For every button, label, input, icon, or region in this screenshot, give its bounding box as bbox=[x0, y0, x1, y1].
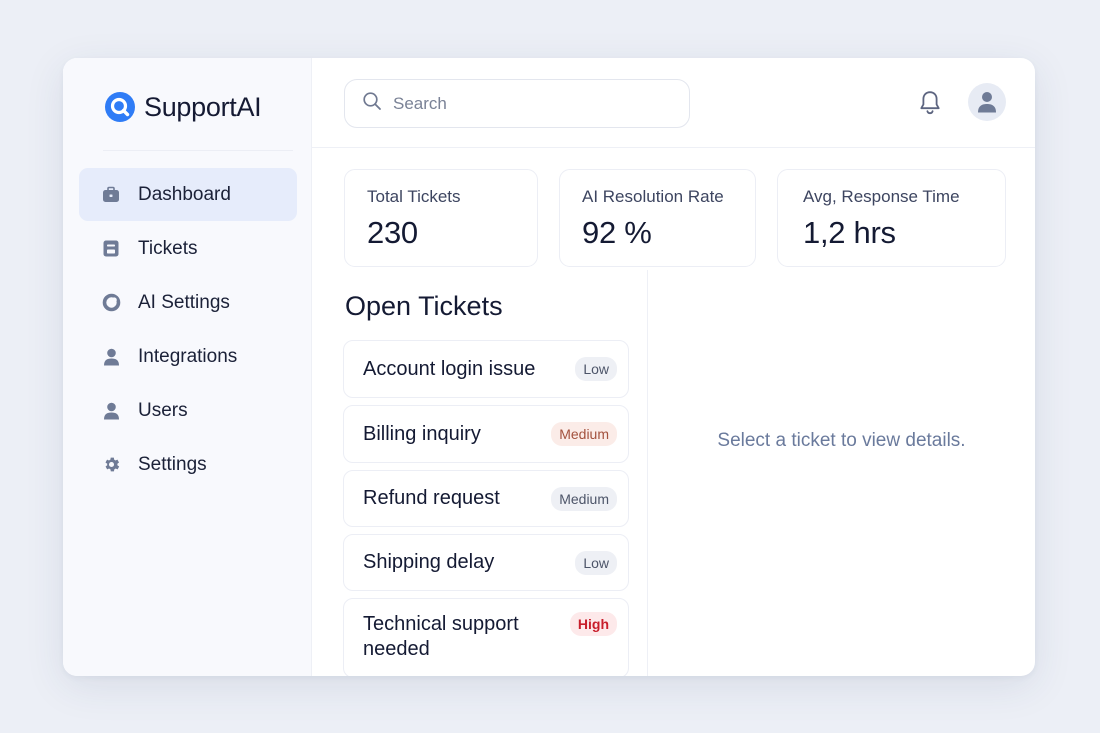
stat-label: Total Tickets bbox=[367, 187, 461, 206]
sidebar-item-users[interactable]: Users bbox=[79, 384, 297, 437]
user-avatar-icon[interactable] bbox=[968, 83, 1006, 121]
sidebar-item-label: Integrations bbox=[138, 345, 238, 367]
priority-badge: Medium bbox=[551, 486, 617, 511]
sidebar-item-label: AI Settings bbox=[138, 291, 230, 313]
person-icon bbox=[101, 347, 121, 367]
supportai-logo-icon bbox=[105, 92, 135, 122]
ticket-detail-empty-state: Select a ticket to view details. bbox=[717, 430, 966, 451]
stat-value: 92 % bbox=[582, 215, 652, 250]
top-header bbox=[312, 58, 1035, 148]
sidebar: SupportAI Dashboard Tickets AI Setting bbox=[63, 58, 312, 676]
briefcase-icon bbox=[101, 185, 121, 205]
ticket-icon bbox=[101, 239, 121, 259]
gear-icon bbox=[101, 455, 121, 475]
stat-card-avg-response-time: Avg, Response Time 1,2 hrs bbox=[777, 169, 1006, 267]
ticket-title: Account login issue bbox=[363, 357, 536, 380]
stat-value: 1,2 hrs bbox=[803, 215, 896, 250]
ticket-title: Technical support needed bbox=[363, 613, 519, 660]
ticket-item-shipping-delay[interactable]: Shipping delay Low bbox=[343, 534, 629, 591]
priority-badge: High bbox=[569, 612, 617, 636]
sidebar-item-ai-settings[interactable]: AI Settings bbox=[79, 276, 297, 329]
bell-icon[interactable] bbox=[918, 90, 942, 116]
search-box[interactable] bbox=[344, 79, 690, 128]
stat-card-ai-resolution-rate: AI Resolution Rate 92 % bbox=[559, 169, 756, 267]
ticket-item-account-login[interactable]: Account login issue Low bbox=[343, 340, 629, 398]
sidebar-item-label: Tickets bbox=[138, 237, 198, 259]
ai-ring-icon bbox=[101, 293, 121, 313]
ticket-item-technical-support[interactable]: Technical support needed High bbox=[343, 598, 629, 676]
person-icon bbox=[101, 401, 121, 421]
sidebar-item-label: Users bbox=[138, 399, 188, 421]
sidebar-item-label: Settings bbox=[138, 453, 207, 475]
ticket-item-refund-request[interactable]: Refund request Medium bbox=[343, 470, 629, 527]
detail-divider bbox=[647, 270, 648, 676]
search-input[interactable] bbox=[393, 93, 663, 114]
app-window: SupportAI Dashboard Tickets AI Setting bbox=[63, 58, 1035, 676]
ticket-title: Refund request bbox=[363, 487, 500, 509]
sidebar-item-settings[interactable]: Settings bbox=[79, 438, 297, 491]
search-icon bbox=[362, 91, 382, 116]
stat-card-total-tickets: Total Tickets 230 bbox=[344, 169, 538, 267]
sidebar-item-tickets[interactable]: Tickets bbox=[79, 222, 297, 275]
stat-label: AI Resolution Rate bbox=[582, 187, 724, 206]
ticket-title: Billing inquiry bbox=[363, 422, 481, 445]
ticket-title: Shipping delay bbox=[363, 551, 495, 573]
stat-label: Avg, Response Time bbox=[803, 187, 960, 206]
sidebar-item-label: Dashboard bbox=[138, 183, 231, 205]
sidebar-item-integrations[interactable]: Integrations bbox=[79, 330, 297, 383]
sidebar-item-dashboard[interactable]: Dashboard bbox=[79, 168, 297, 221]
priority-badge: Low bbox=[575, 550, 617, 575]
ticket-item-billing-inquiry[interactable]: Billing inquiry Medium bbox=[343, 405, 629, 463]
priority-badge: Medium bbox=[551, 422, 617, 446]
brand-name: SupportAI bbox=[144, 91, 262, 122]
open-tickets-title: Open Tickets bbox=[345, 291, 503, 321]
stat-value: 230 bbox=[367, 215, 418, 250]
priority-badge: Low bbox=[575, 357, 617, 381]
brand[interactable]: SupportAI bbox=[105, 90, 262, 124]
ticket-list: Account login issue Low Billing inquiry … bbox=[343, 340, 629, 676]
brand-divider bbox=[103, 150, 293, 151]
sidebar-nav: Dashboard Tickets AI Settings Integratio… bbox=[79, 168, 297, 492]
